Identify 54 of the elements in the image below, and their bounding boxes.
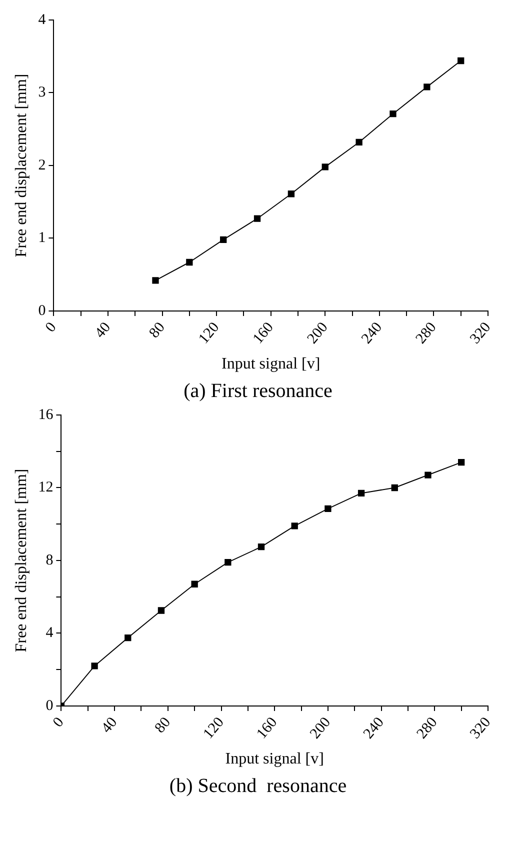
x-tick-label: 120 [200,714,228,742]
text: (b) Second resonance [168,775,348,798]
x-axis-title: Input signal [v] [225,750,324,768]
point [324,505,332,512]
point [224,558,232,566]
x-tick-label: 80 [146,320,168,342]
y-tick-label: 2 [38,157,46,174]
x-tick-label: 280 [414,714,441,742]
x-tick-label: 160 [254,714,281,742]
point [158,607,165,614]
x-axis-title: Input signal [v] [222,356,320,373]
point [356,138,362,146]
text: (a) First resonance [182,380,334,403]
x-tick-label: 80 [152,714,174,736]
point [220,236,227,244]
y-tick-label: 12 [38,480,54,496]
point [424,472,432,478]
point [191,580,198,588]
point [91,662,98,670]
x-tick-label: 40 [98,714,121,736]
point [152,277,159,284]
y-axis-title: Free end displacement [mm] [12,74,30,258]
x-tick-label: 240 [360,714,388,742]
point [458,458,465,466]
y-tick-label: 3 [38,84,46,101]
y-tick-label: 16 [38,406,54,423]
point [390,110,396,118]
point [291,522,298,530]
x-tick-label: 280 [413,320,440,348]
y-tick-label: 0 [46,698,54,714]
point [391,484,398,492]
y-tick-label: 4 [38,12,46,28]
x-tick-label: 240 [358,320,386,348]
x-tick-label: 320 [467,320,494,348]
point [258,544,265,550]
x-tick-label: 320 [467,714,494,742]
point [254,215,261,222]
y-tick-label: 0 [38,302,46,319]
point [322,164,328,170]
point [424,84,430,90]
x-tick-label: 200 [304,320,332,348]
point [124,634,132,642]
x-tick-label: 160 [250,320,277,348]
point [358,490,365,497]
y-tick-label: 8 [46,552,54,568]
y-tick-label: 4 [46,625,54,642]
x-tick-label: 120 [196,320,223,348]
point [458,57,464,64]
y-axis-title: Free end displacement [mm] [12,468,30,652]
point [186,258,193,266]
y-tick-label: 1 [38,230,46,246]
x-tick-label: 200 [307,714,334,742]
point [288,190,295,198]
x-tick-label: 40 [92,320,114,342]
